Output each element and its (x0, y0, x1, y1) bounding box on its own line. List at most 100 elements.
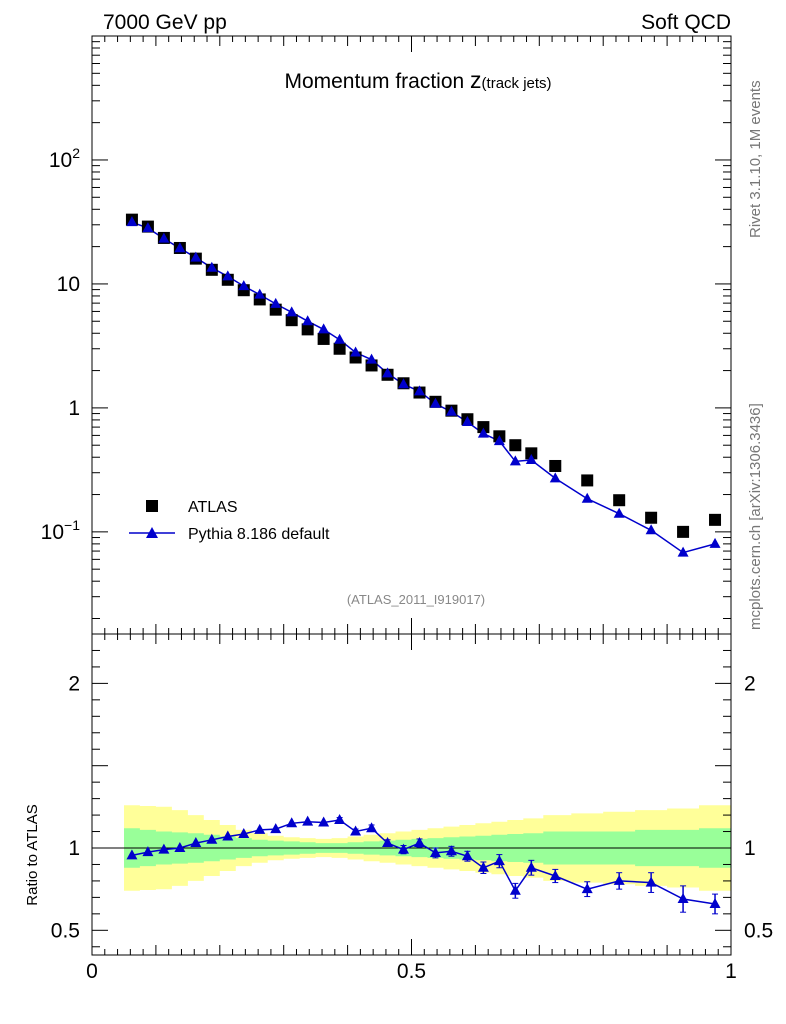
ratio-point (581, 883, 593, 894)
ratio-point (222, 830, 234, 841)
plot-title: Momentum fraction z(track jets) (284, 67, 551, 93)
ratio-point (398, 843, 410, 854)
pythia-point (190, 251, 202, 262)
pythia-point (270, 297, 282, 308)
ratio-point (461, 850, 473, 861)
atlas-point (253, 293, 266, 306)
atlas-point (509, 439, 522, 452)
ratio-y-tick-label-left: 0.5 (51, 919, 80, 942)
ratio-point (382, 837, 394, 848)
ratio-point (350, 825, 362, 836)
pythia-point (525, 453, 537, 464)
pythia-point (382, 367, 394, 378)
pythia-point (286, 306, 298, 317)
pythia-point (581, 492, 593, 503)
x-tick-label: 0 (86, 960, 98, 983)
pythia-point (413, 385, 425, 396)
pythia-point (709, 537, 721, 548)
pythia-point (334, 333, 346, 344)
atlas-point (613, 494, 626, 507)
process-label: Soft QCD (641, 11, 731, 34)
y-tick-exponent: −1 (64, 517, 80, 533)
ratio-plot-area: 0 0.5 1 0.5 0.5 1 1 2 2 (51, 633, 773, 983)
mcplots-label: mcplots.cern.ch [arXiv:1306.3436] (747, 403, 764, 630)
legend: ATLAS Pythia 8.186 default (129, 499, 330, 543)
main-y-tick-label: 1 (68, 397, 80, 420)
ratio-point (493, 855, 505, 866)
pythia-point (206, 261, 218, 272)
ratio-point (645, 876, 657, 887)
ratio-point (366, 822, 378, 833)
pythia-point (613, 507, 625, 518)
ratio-point (286, 817, 298, 828)
pythia-point (302, 315, 314, 326)
pythia-point (477, 427, 489, 438)
pythia-point (493, 435, 505, 446)
ratio-y-tick-label-left: 1 (68, 837, 80, 860)
atlas-point (285, 314, 298, 327)
ratio-point (254, 823, 266, 834)
ratio-y-tick-label-right: 1 (744, 837, 756, 860)
ratio-ylabel: Ratio to ATLAS (24, 804, 41, 905)
pythia-point (645, 524, 657, 535)
ratio-point (318, 816, 330, 827)
pythia-point (366, 353, 378, 364)
atlas-point (525, 447, 538, 460)
ratio-point (158, 843, 170, 854)
ratio-point (677, 893, 689, 904)
atlas-point (549, 459, 562, 472)
plot-title-z: z (470, 67, 482, 93)
ratio-y-tick-label-left: 2 (68, 672, 80, 695)
ratio-point (613, 874, 625, 885)
legend-atlas-marker (146, 500, 158, 512)
ratio-point (334, 814, 346, 825)
pythia-point (677, 546, 689, 557)
y-tick-base: 10 (49, 149, 72, 172)
pythia-point (350, 346, 362, 357)
ratio-frame (91, 633, 732, 956)
energy-label: 7000 GeV pp (103, 11, 227, 34)
ratio-point (126, 849, 138, 860)
rivet-label: Rivet 3.1.10, 1M events (747, 80, 764, 238)
atlas-point (317, 332, 330, 345)
legend-pythia-marker (146, 527, 158, 538)
pythia-point (174, 242, 186, 253)
pythia-point (461, 415, 473, 426)
legend-pythia-label: Pythia 8.186 default (188, 526, 330, 543)
ratio-point (302, 815, 314, 826)
atlas-point (677, 525, 690, 538)
atlas-point (333, 342, 346, 355)
ratio-point (429, 846, 441, 857)
pythia-point (222, 270, 234, 281)
pythia-point (158, 232, 170, 243)
pythia-point (254, 288, 266, 299)
ratio-point (174, 842, 186, 852)
ratio-point (206, 833, 218, 844)
legend-atlas-label: ATLAS (188, 499, 238, 516)
pythia-point (398, 378, 410, 389)
pythia-point (549, 472, 561, 483)
ratio-point (509, 884, 521, 895)
atlas-point (709, 513, 722, 526)
analysis-tag: (ATLAS_2011_I919017) (347, 592, 485, 607)
main-y-tick-label: 10 (57, 273, 80, 296)
ratio-point (238, 828, 250, 839)
atlas-point (301, 323, 314, 336)
main-frame (91, 35, 732, 635)
ratio-point (190, 837, 202, 848)
x-tick-label: 0.5 (397, 960, 426, 983)
pythia-point (238, 280, 250, 291)
pythia-point (445, 405, 457, 416)
ratio-y-tick-label-right: 2 (744, 672, 756, 695)
y-tick-base: 1 (68, 397, 80, 420)
ratio-y-tick-label-right: 0.5 (744, 919, 773, 942)
main-y-tick-label: 102 (49, 145, 80, 172)
pythia-point (126, 216, 138, 227)
ratio-point (445, 845, 457, 856)
y-tick-base: 10 (41, 521, 64, 544)
atlas-point (645, 511, 658, 524)
y-tick-exponent: 2 (72, 145, 80, 161)
pythia-point (509, 455, 521, 466)
atlas-point (477, 421, 490, 434)
